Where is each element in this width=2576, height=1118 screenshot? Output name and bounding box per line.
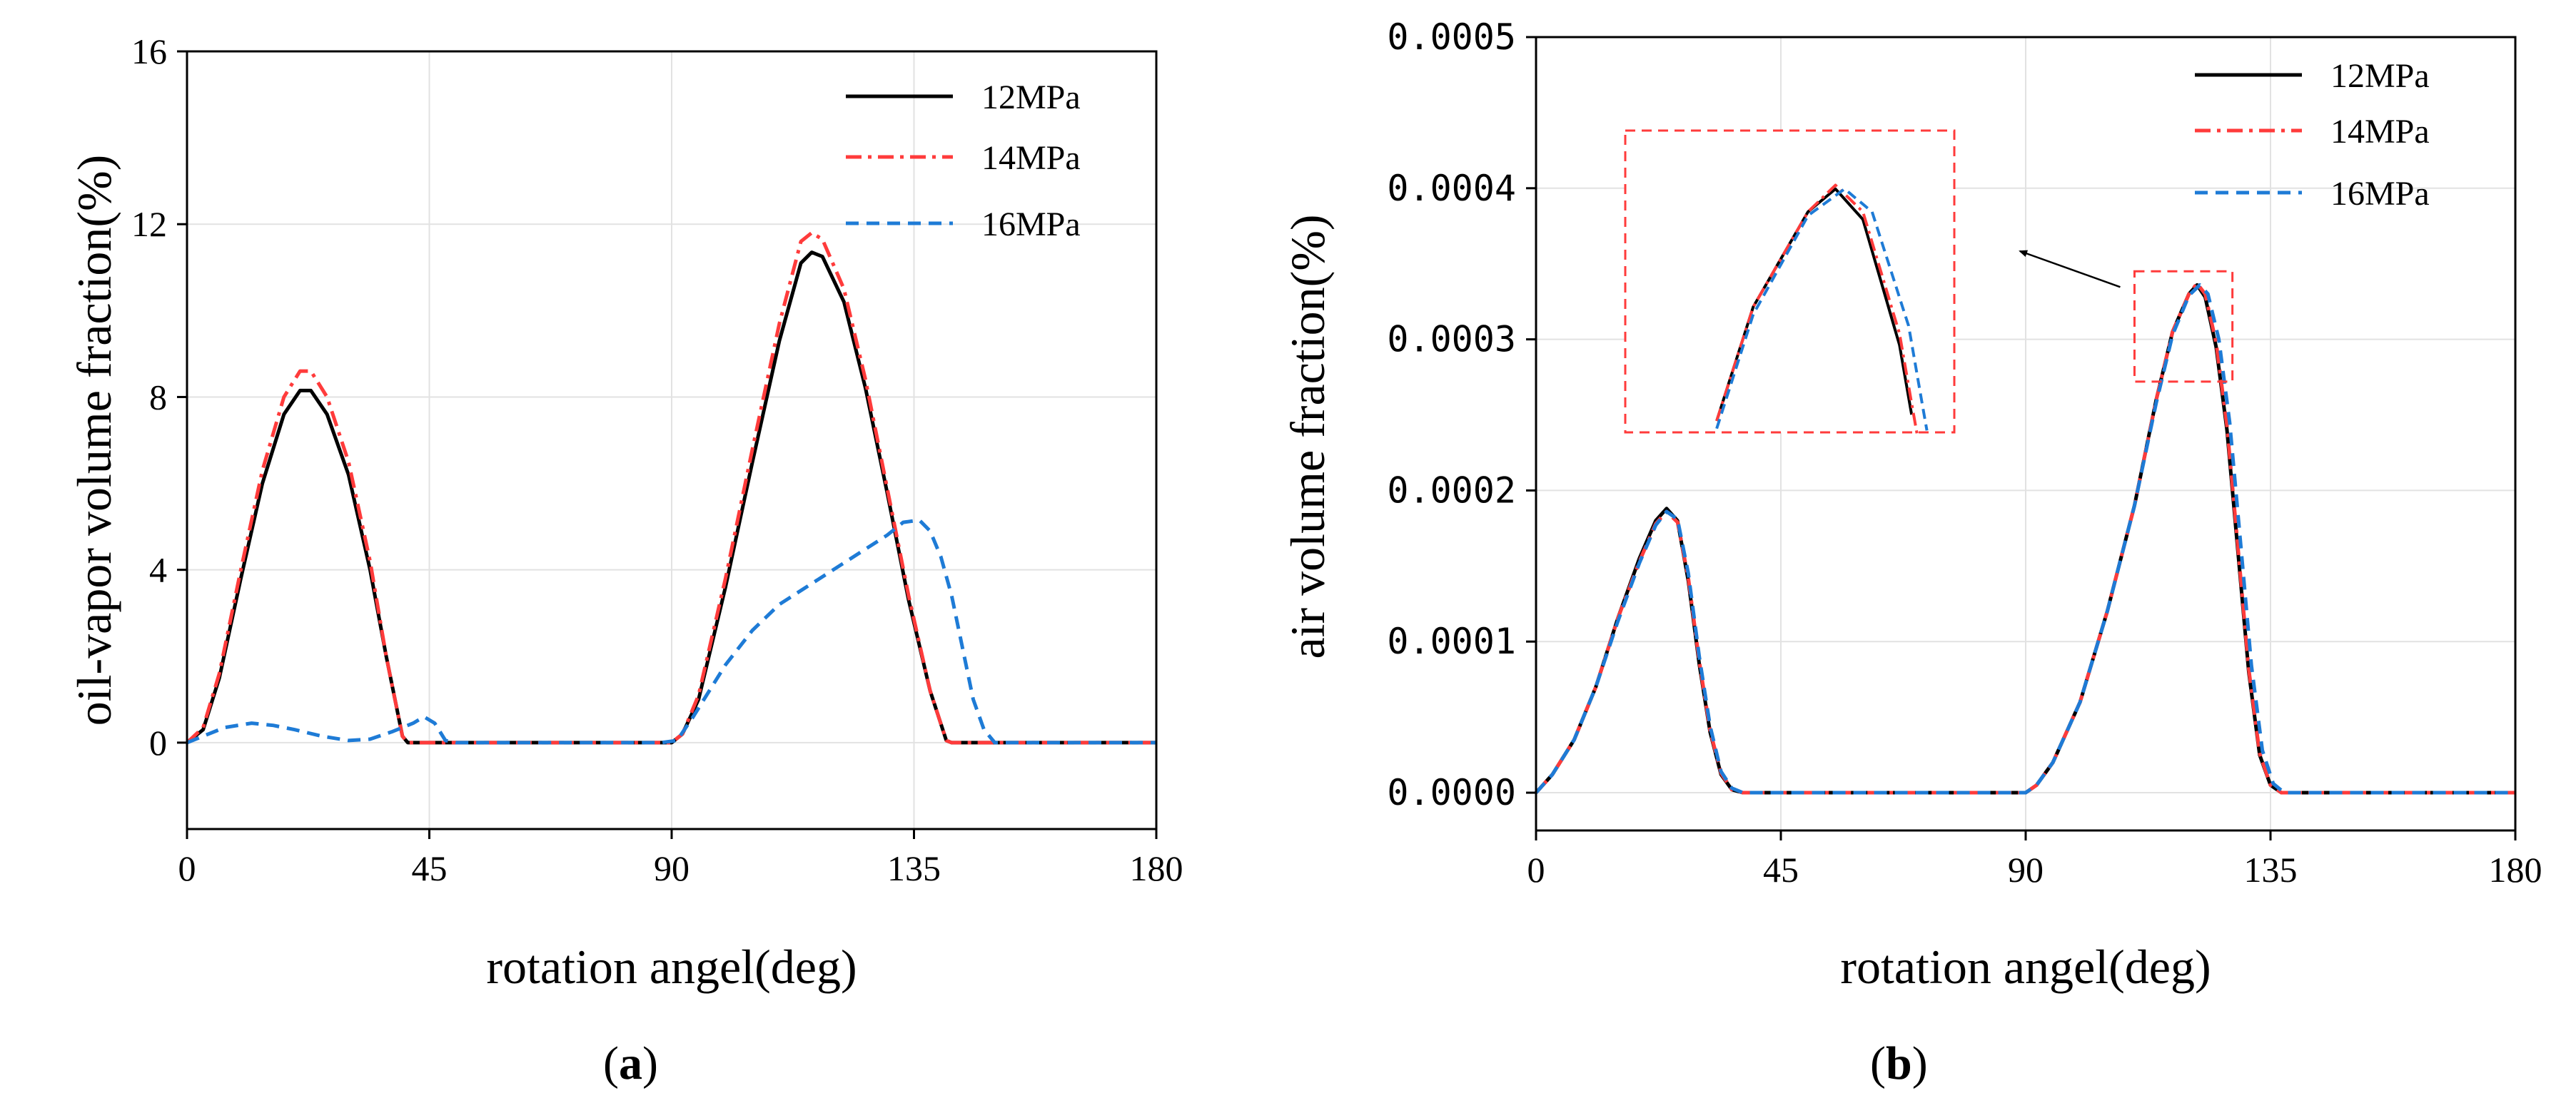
- legend-label-12mpa: 12MPa: [2330, 57, 2430, 95]
- y-tick-label: 16: [131, 31, 167, 71]
- series-line-16mpa: [1535, 283, 2515, 795]
- series-line-14mpa: [186, 230, 1156, 745]
- y-tick-label: 0.0000: [1387, 772, 1516, 813]
- x-tick-label: 45: [412, 848, 448, 888]
- panel-b-x-ticks: 0 45 90 135 180: [1527, 830, 2542, 890]
- legend-label-14mpa: 14MPa: [981, 139, 1081, 177]
- chart-panel-b: 0 45 90 135 180 0.00000.00010.00020.00030.00…: [1281, 16, 2542, 1089]
- panel-a-y-ticks: 0 4 8 12 16: [131, 31, 187, 763]
- inset-series-line-14mpa: [1715, 183, 1919, 439]
- x-tick-label: 180: [1130, 848, 1183, 888]
- panel-b-label-close: ): [1912, 1037, 1928, 1089]
- y-tick-label: 0.0002: [1387, 469, 1516, 511]
- panel-a-series: [186, 230, 1156, 745]
- y-tick-label: 0: [149, 723, 167, 763]
- x-tick-label: 135: [2244, 850, 2298, 890]
- panel-b-zoom-arrow: [2019, 250, 2121, 288]
- x-tick-label: 180: [2489, 850, 2542, 890]
- panel-b-y-axis-title: air volume fraction(%): [1281, 214, 1335, 659]
- legend-label-12mpa: 12MPa: [981, 78, 1081, 116]
- panel-b-y-ticks: 0.0000 0.0001 0.0002 0.0003 0.0004 0.0005: [1387, 16, 1536, 813]
- panel-b-inset-frame: [1624, 129, 1956, 434]
- panel-b-legend: 12MPa 14MPa 16MPa: [2195, 57, 2430, 213]
- panel-a-y-axis-title: oil-vapor volume fraction(%): [67, 155, 121, 726]
- panel-b-zoom-region: [2133, 270, 2234, 383]
- y-tick-label: 8: [149, 377, 167, 417]
- y-tick-label: 0.0001: [1387, 621, 1516, 662]
- panel-a-label: (a): [603, 1037, 658, 1089]
- y-tick-label: 12: [131, 204, 167, 244]
- panel-a-legend: 12MPa 14MPa 16MPa: [846, 78, 1081, 243]
- panel-b-x-axis-title: rotation angel(deg): [1840, 940, 2211, 994]
- x-tick-label: 0: [178, 848, 196, 888]
- panel-b-series: [1535, 281, 2515, 795]
- panel-a-label-letter: a: [619, 1037, 642, 1089]
- y-tick-label: 4: [149, 550, 167, 590]
- panel-b-inset: [1624, 129, 1956, 439]
- x-tick-label: 90: [2008, 850, 2044, 890]
- legend-label-16mpa: 16MPa: [981, 205, 1081, 243]
- x-tick-label: 45: [1763, 850, 1799, 890]
- y-tick-label: 0.0003: [1387, 319, 1516, 360]
- x-tick-label: 135: [887, 848, 941, 888]
- y-tick-label: 0.0004: [1387, 168, 1516, 209]
- panel-a-label-open: (: [603, 1037, 619, 1089]
- panel-a-x-axis-title: rotation angel(deg): [486, 940, 857, 994]
- legend-label-16mpa: 16MPa: [2330, 175, 2430, 213]
- panel-a-label-close: ): [642, 1037, 658, 1089]
- legend-label-14mpa: 14MPa: [2330, 113, 2430, 151]
- panel-b-label: (b): [1870, 1037, 1928, 1089]
- x-tick-label: 0: [1527, 850, 1545, 890]
- inset-series-line-16mpa: [1715, 187, 1929, 431]
- panel-a-x-ticks: 0 45 90 135 180: [178, 829, 1183, 888]
- panel-b-label-open: (: [1870, 1037, 1886, 1089]
- chart-panel-a: 0 45 90 135 180 0 4 8 12 16 12MPa 14MPa 16MPa ro…: [67, 31, 1183, 1089]
- panel-b-label-letter: b: [1886, 1037, 1912, 1089]
- x-tick-label: 90: [654, 848, 690, 888]
- y-tick-label: 0.0005: [1387, 16, 1516, 58]
- panel-b-inset-series: [1715, 183, 1929, 439]
